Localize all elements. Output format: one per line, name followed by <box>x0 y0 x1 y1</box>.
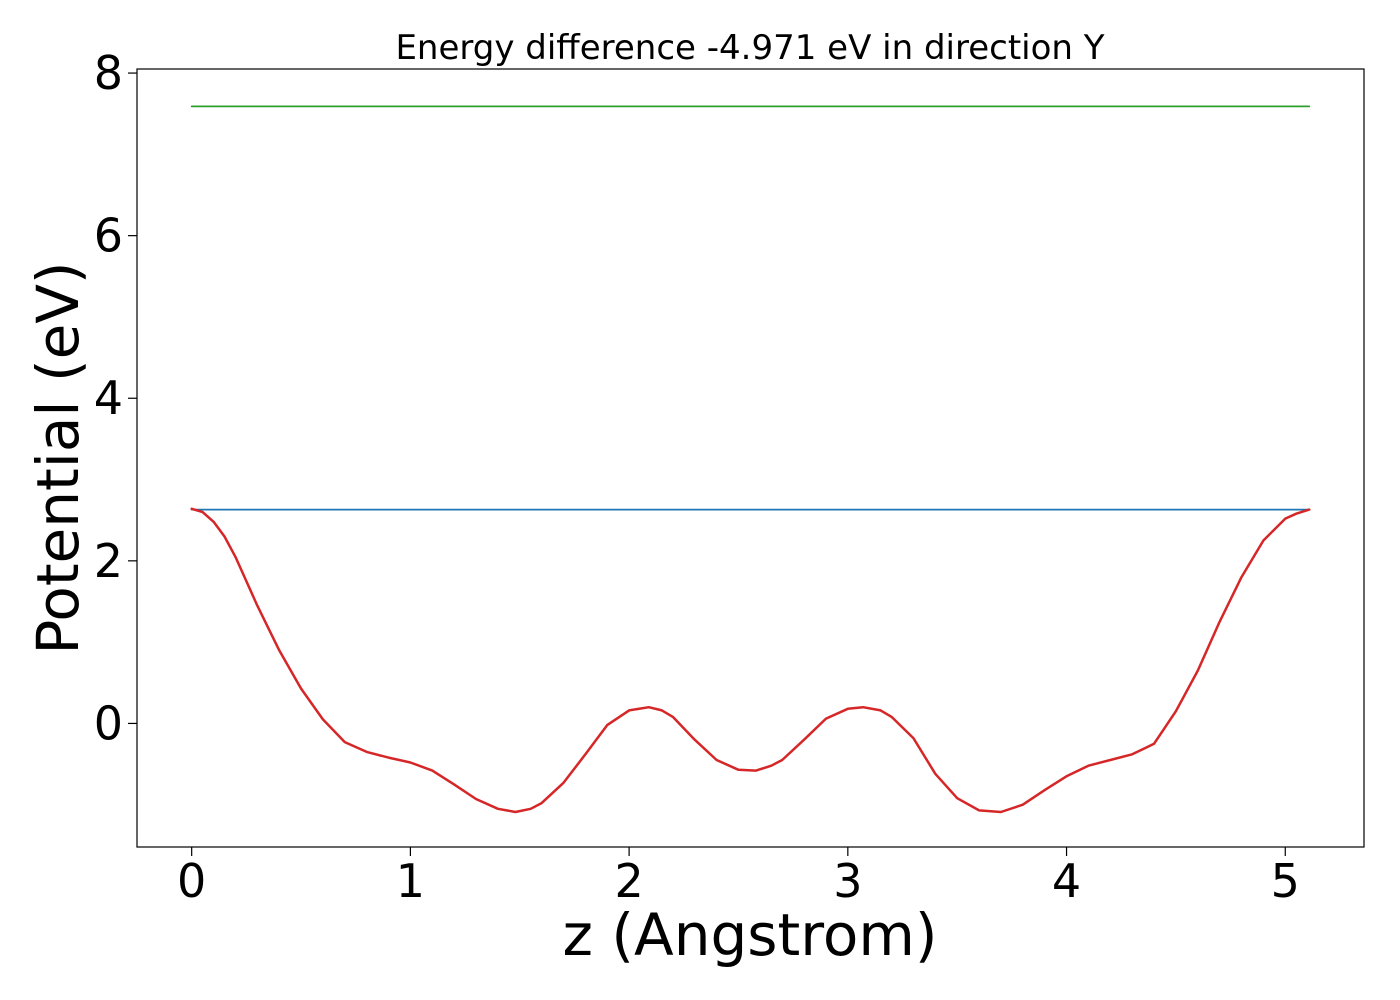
x-tick-label: 1 <box>396 854 425 908</box>
plot-frame <box>136 68 1365 848</box>
y-tick-label: 0 <box>94 696 123 750</box>
x-tick-label: 3 <box>833 854 862 908</box>
y-tick-label: 6 <box>94 209 123 263</box>
y-tick-label: 8 <box>94 46 123 100</box>
x-tick-label: 5 <box>1271 854 1300 908</box>
y-axis-ticks: 0 2 4 6 8 <box>94 46 137 750</box>
y-tick-label: 4 <box>94 371 123 425</box>
x-axis-ticks: 0 1 2 3 4 5 <box>177 847 1300 908</box>
y-tick-label: 2 <box>94 534 123 588</box>
x-axis-title: z (Angstrom) <box>563 901 938 969</box>
series-line-red <box>190 507 1311 814</box>
y-axis-title: Potential (eV) <box>24 261 92 654</box>
chart-title: Energy difference -4.971 eV in direction… <box>395 28 1104 68</box>
x-tick-label: 0 <box>177 854 206 908</box>
x-tick-label: 2 <box>614 854 643 908</box>
series-lines <box>190 105 1311 814</box>
x-tick-label: 4 <box>1052 854 1081 908</box>
